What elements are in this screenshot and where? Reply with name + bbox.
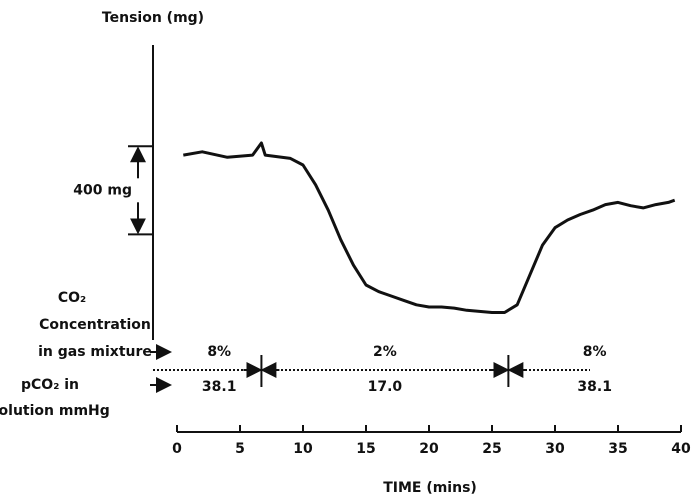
x-tick-label: 0: [172, 441, 182, 457]
scale-bar-label: 400 mg: [73, 182, 132, 198]
y-axis-title: Tension (mg): [102, 10, 204, 26]
row-label: solution mmHg: [0, 403, 110, 419]
x-axis-title: TIME (mins): [383, 480, 477, 496]
x-tick-label: 30: [545, 441, 565, 457]
x-tick-label: 20: [419, 441, 439, 457]
x-tick-label: 35: [608, 441, 627, 457]
row-label: pCO₂ in: [21, 377, 79, 393]
x-tick-label: 15: [356, 441, 375, 457]
x-tick-label: 25: [482, 441, 501, 457]
co2-value: 2%: [373, 344, 397, 360]
x-tick-label: 40: [671, 441, 691, 457]
co2-value: 8%: [207, 344, 231, 360]
pco2-value: 38.1: [202, 379, 237, 395]
row-label: CO₂: [58, 290, 86, 306]
row-label: Concentration: [39, 317, 151, 333]
x-tick-label: 10: [293, 441, 313, 457]
row-label: in gas mixture: [38, 344, 152, 360]
tension-trace: [183, 141, 676, 314]
co2-value: 8%: [583, 344, 607, 360]
pco2-value: 17.0: [368, 379, 403, 395]
x-tick-label: 5: [235, 441, 245, 457]
pco2-value: 38.1: [577, 379, 612, 395]
